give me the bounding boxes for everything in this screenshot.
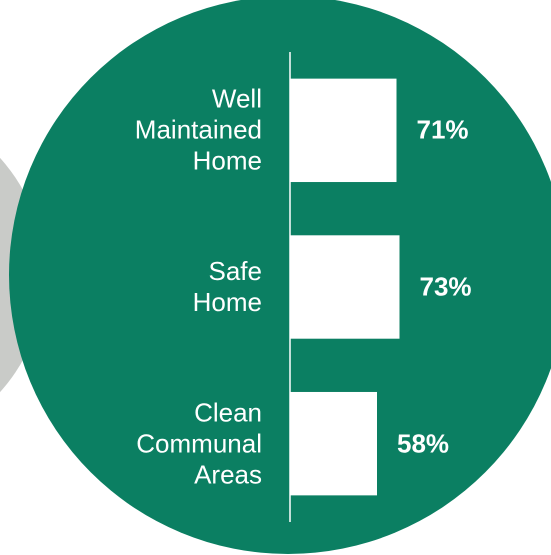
- bar: [290, 78, 397, 183]
- value-label: 73%: [419, 271, 472, 302]
- bar: [290, 391, 377, 496]
- category-label: Well Maintained Home: [134, 83, 262, 176]
- value-label: 71%: [416, 114, 469, 145]
- value-label: 58%: [397, 428, 450, 459]
- category-label: Clean Communal Areas: [136, 397, 262, 490]
- category-label: Safe Home: [192, 256, 262, 317]
- green-circle: [9, 0, 551, 554]
- bar: [290, 235, 400, 339]
